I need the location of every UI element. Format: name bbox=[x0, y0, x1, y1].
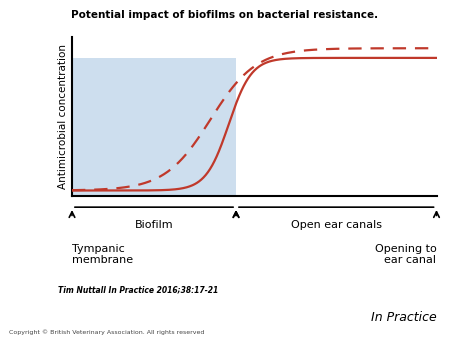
Text: Open ear canals: Open ear canals bbox=[291, 220, 382, 230]
Text: Opening to
ear canal: Opening to ear canal bbox=[375, 244, 436, 265]
Text: Copyright © British Veterinary Association. All rights reserved: Copyright © British Veterinary Associati… bbox=[9, 329, 204, 335]
Text: Tympanic
membrane: Tympanic membrane bbox=[72, 244, 133, 265]
Text: Potential impact of biofilms on bacterial resistance.: Potential impact of biofilms on bacteria… bbox=[72, 10, 378, 20]
Text: In Practice: In Practice bbox=[371, 312, 436, 324]
Text: Tim Nuttall In Practice 2016;38:17-21: Tim Nuttall In Practice 2016;38:17-21 bbox=[58, 286, 219, 295]
Text: Biofilm: Biofilm bbox=[135, 220, 173, 230]
Y-axis label: Antimicrobial concentration: Antimicrobial concentration bbox=[58, 44, 68, 189]
Bar bbox=[72, 58, 236, 196]
